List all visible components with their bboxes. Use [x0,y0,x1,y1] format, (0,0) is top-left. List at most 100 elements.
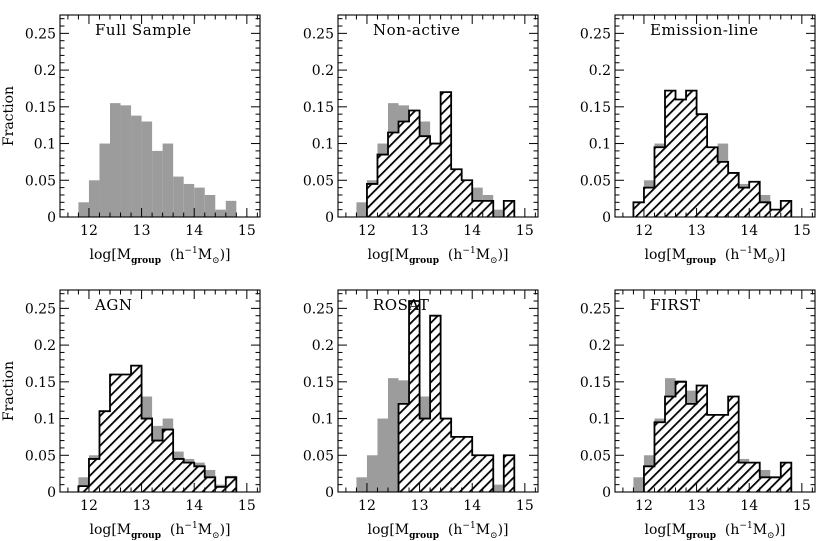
hatched-bar [377,154,388,217]
hatched-bar [665,396,676,492]
hatched-bar [440,418,452,492]
hatched-bar [749,181,760,217]
hatched-bar [430,315,441,492]
hatched-outline [397,300,516,492]
hatched-bar [162,429,174,492]
hatched-bar [461,436,473,492]
y-tick-label: 0.15 [25,100,56,116]
hatched-bar [728,396,739,492]
y-tick-label: 0.15 [25,375,56,391]
ticks [615,290,815,493]
hatched-bar [204,477,216,492]
hatched-bar [173,458,184,492]
y-tick-label: 0.05 [25,173,56,189]
hatched-bar [451,169,462,217]
hatched-bar [409,301,420,492]
hatched-bar [482,455,494,492]
gray-histogram [78,103,237,217]
y-tick-label: 0.1 [589,412,611,428]
hatched-bar [749,462,760,492]
x-axis-label: log[Mgroup (h−1M⊙)] [89,521,230,541]
gray-bar [377,418,388,492]
hatched-bar [654,147,665,217]
y-tick-label: 0 [47,210,56,226]
hatched-bar [472,200,483,217]
hatched-outline [643,380,793,492]
y-tick-label: 0.25 [25,301,56,317]
panel-title: Emission-line [650,21,759,39]
x-tick-label: 12 [635,223,653,239]
x-axis-label: log[Mgroup (h−1M⊙)] [644,521,785,541]
panels-group: 12 13 14 15 0 0.05 0.1 0.15 0.2 0.25 Full Sample Fr… [1,14,816,541]
hatched-bar [461,180,473,217]
x-tick-label: 13 [411,498,429,514]
x-tick-label: 13 [688,223,706,239]
x-tick-label: 14 [740,223,758,239]
gray-bar [110,103,121,217]
panel-1: 12 13 14 15 0 0.05 0.1 0.15 0.2 0.25 Full Sample Fr… [1,14,261,266]
hatched-bar [141,418,153,492]
hatched-bar [152,440,163,492]
y-tick-label: 0.15 [580,100,611,116]
hatched-bar [398,121,410,217]
y-tick-label: 0.15 [580,375,611,391]
x-tick-label: 13 [133,498,151,514]
x-tick-label: 15 [238,223,256,239]
gray-bar [225,200,237,217]
hatched-bar [215,486,226,492]
hatched-bar [728,172,739,217]
plot-frame [59,14,261,218]
y-tick-label: 0.25 [303,26,334,42]
gray-bar [493,484,504,492]
y-tick-label: 0 [325,485,334,501]
hatched-bar [472,455,483,492]
hatched-bar [440,92,452,217]
hatched-bar [738,462,750,492]
gray-bar [78,202,89,217]
plot-frame [59,289,261,493]
gray-bar [141,121,153,217]
y-tick-label: 0.05 [580,173,611,189]
y-tick-label: 0.1 [589,137,611,153]
y-tick-label: 0.2 [589,63,611,79]
hatched-bar [419,136,431,217]
y-tick-label: 0.25 [580,26,611,42]
hatched-bar [88,458,100,492]
x-tick-label: 15 [793,223,811,239]
x-tick-label: 12 [358,223,376,239]
y-tick-label: 0 [47,485,56,501]
hatched-histogram [366,91,516,217]
hatched-bar [780,462,792,492]
panel-title: Non-active [373,21,460,39]
hatched-bar [388,132,399,217]
gray-bar [131,115,142,217]
hatched-bar [398,403,410,492]
hatched-histogram [643,380,793,492]
y-tick-label: 0.1 [312,137,334,153]
x-tick-label: 14 [740,498,758,514]
plot-frame [337,14,539,218]
x-tick-label: 15 [238,498,256,514]
y-axis-label: Fraction [1,361,17,421]
y-tick-label: 0.25 [303,301,334,317]
hatched-bar [183,462,195,492]
hatched-bar [194,466,205,492]
hatched-bar [717,161,729,217]
hatched-bar [451,436,462,492]
x-tick-label: 15 [793,498,811,514]
y-tick-label: 0.2 [34,63,56,79]
hatched-bar [770,209,781,217]
hatched-histogram [632,89,793,217]
hatched-histogram [77,364,238,492]
hatched-bar [654,422,665,492]
hatched-outline [366,91,516,217]
gray-bar [183,183,195,217]
hatched-bar [717,414,729,492]
ticks [338,290,538,493]
hatched-bar [738,187,750,217]
plot-frame [614,289,816,493]
y-tick-label: 0 [602,210,611,226]
ticks [60,15,260,218]
gray-bar [493,209,504,217]
